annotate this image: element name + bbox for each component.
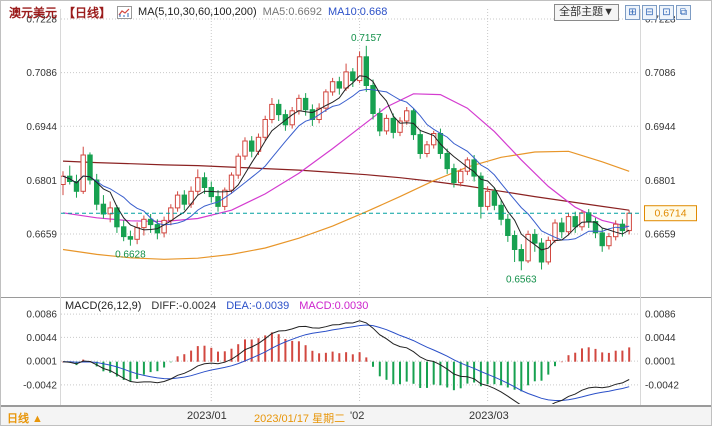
time-axis-bar: 日线 ▲ 2023/01 2023/01/17 星期二 '02 2023/03 [1,406,711,425]
diff-line [62,320,630,404]
grid-2x2-icon[interactable]: ⊞ [625,4,640,20]
svg-text:0.6659: 0.6659 [645,230,676,241]
ma5-value-label: MA5:0.6692 [262,6,322,18]
svg-text:0.6944: 0.6944 [645,122,676,133]
svg-text:0.7086: 0.7086 [26,68,57,79]
svg-text:0.7228: 0.7228 [645,15,676,26]
svg-text:0.0001: 0.0001 [26,357,57,368]
ma10-line [62,88,630,241]
symbol-title: 澳元美元 [9,5,58,20]
axis-date-label: '02 [350,410,365,422]
ma200-line [62,160,630,211]
layout-toolbar: ⊞ ⊟ ⊡ ⧉ [625,4,691,20]
ma10-value-label: MA10:0.668 [328,6,388,18]
svg-text:0.6659: 0.6659 [26,230,57,241]
svg-text:0.0086: 0.0086 [26,310,57,321]
period-tag: 【日线】 [63,5,112,20]
theme-dropdown[interactable]: 全部主题▼ [554,3,619,21]
last-price-tag: 0.6714 [644,205,697,222]
axis-labels: 0.7228 0.7228 0.7086 0.7086 0.6944 0.6944 0.68… [23,15,679,392]
ma100-line [62,150,630,260]
ma5-line [62,75,630,251]
macd-diff-label: DIFF:-0.0024 [151,300,217,312]
selected-date-label: 2023/01/17 星期二 [254,413,346,425]
svg-text:0.7086: 0.7086 [645,68,676,79]
macd-histogram [62,332,631,392]
candlestick-series [61,45,632,271]
mini-chart-icon [117,5,133,19]
single-window-icon[interactable]: ⊡ [659,4,674,20]
svg-text:-0.0042: -0.0042 [23,380,57,391]
svg-text:0.6801: 0.6801 [26,176,57,187]
axis-date-label: 2023/01 [187,410,227,422]
chart-header: 澳元美元 【日线】 MA(5,10,30,60,100,200) MA5:0.6… [1,3,711,21]
svg-text:0.7157: 0.7157 [351,33,382,44]
macd-settings-label: MACD(26,12,9) [65,300,142,312]
svg-text:0.6628: 0.6628 [115,250,146,261]
pane-borders [1,9,711,406]
split-horizontal-icon[interactable]: ⊟ [642,4,657,20]
price-annotations: 0.7157 0.6628 0.6563 [115,33,537,285]
ma-settings-label: MA(5,10,30,60,100,200) [138,6,257,18]
svg-text:0.7228: 0.7228 [26,15,57,26]
svg-text:0.6801: 0.6801 [645,176,676,187]
svg-text:0.6714: 0.6714 [654,208,686,220]
svg-text:-0.0042: -0.0042 [645,380,679,391]
svg-text:0.6944: 0.6944 [26,122,57,133]
dea-line [62,324,630,401]
svg-text:0.0001: 0.0001 [645,357,676,368]
svg-text:0.0044: 0.0044 [645,333,676,344]
svg-text:0.0086: 0.0086 [645,310,676,321]
axis-date-label: 2023/03 [469,410,509,422]
macd-header: MACD(26,12,9) DIFF:-0.0024 DEA:-0.0039 M… [65,300,368,312]
svg-text:0.6563: 0.6563 [506,274,537,285]
period-selector[interactable]: 日线 ▲ [7,413,43,425]
gridlines [61,9,639,403]
ma30-line [62,93,630,228]
macd-value-label: MACD:0.0030 [299,300,369,312]
macd-dea-label: DEA:-0.0039 [226,300,290,312]
multi-window-icon[interactable]: ⧉ [676,4,691,20]
macd-pane [62,320,631,404]
svg-text:0.0044: 0.0044 [26,333,57,344]
